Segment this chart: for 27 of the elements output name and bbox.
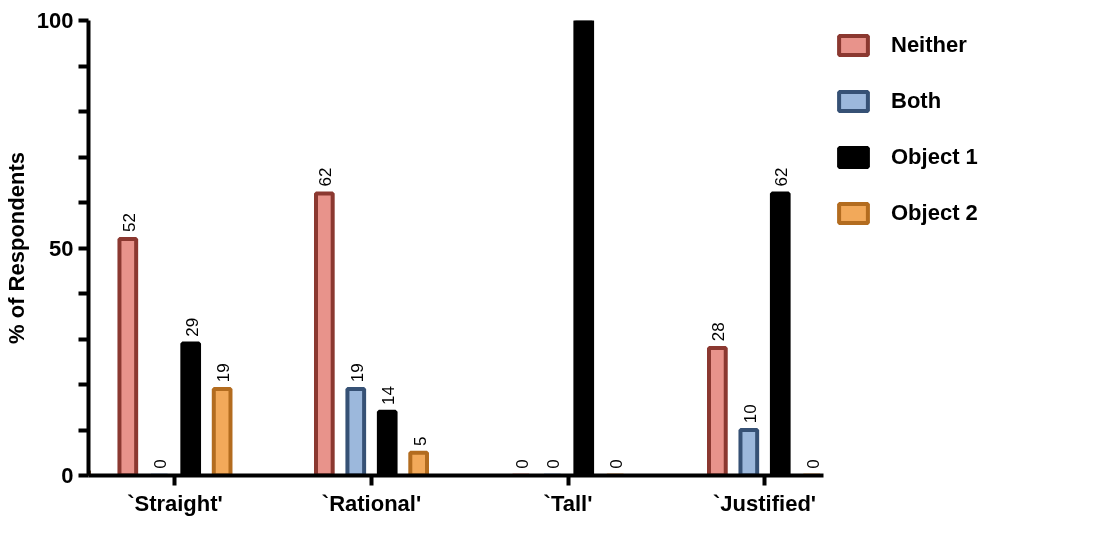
- data-label: 62: [316, 167, 336, 187]
- data-label: 29: [182, 317, 202, 337]
- data-label: 19: [347, 363, 367, 383]
- data-label: 0: [607, 459, 627, 469]
- data-label: 14: [379, 386, 399, 405]
- data-label: 0: [803, 459, 823, 469]
- legend-label: Object 2: [891, 200, 978, 226]
- x-tick-label: `Justified': [713, 490, 817, 516]
- x-tick-label: `Tall': [543, 490, 593, 516]
- data-label: 62: [772, 167, 792, 187]
- legend-label: Object 1: [891, 144, 978, 170]
- x-tick-label: `Rational': [321, 490, 422, 516]
- data-label: 52: [119, 213, 139, 233]
- y-tick-label: 100: [36, 8, 74, 33]
- data-label: 19: [214, 363, 234, 383]
- data-label: 0: [512, 459, 532, 469]
- data-label: 5: [410, 436, 430, 446]
- data-label: 0: [151, 459, 171, 469]
- y-tick-label: 50: [49, 235, 74, 261]
- data-label: 28: [709, 322, 729, 342]
- x-tick-label: `Straight': [127, 490, 223, 516]
- data-label: 10: [740, 404, 760, 424]
- y-tick-label: 0: [61, 463, 74, 488]
- legend-label: Both: [891, 88, 942, 114]
- legend-label: Neither: [891, 32, 967, 58]
- y-axis-title: % of Respondents: [3, 152, 29, 344]
- data-label: 0: [544, 459, 564, 469]
